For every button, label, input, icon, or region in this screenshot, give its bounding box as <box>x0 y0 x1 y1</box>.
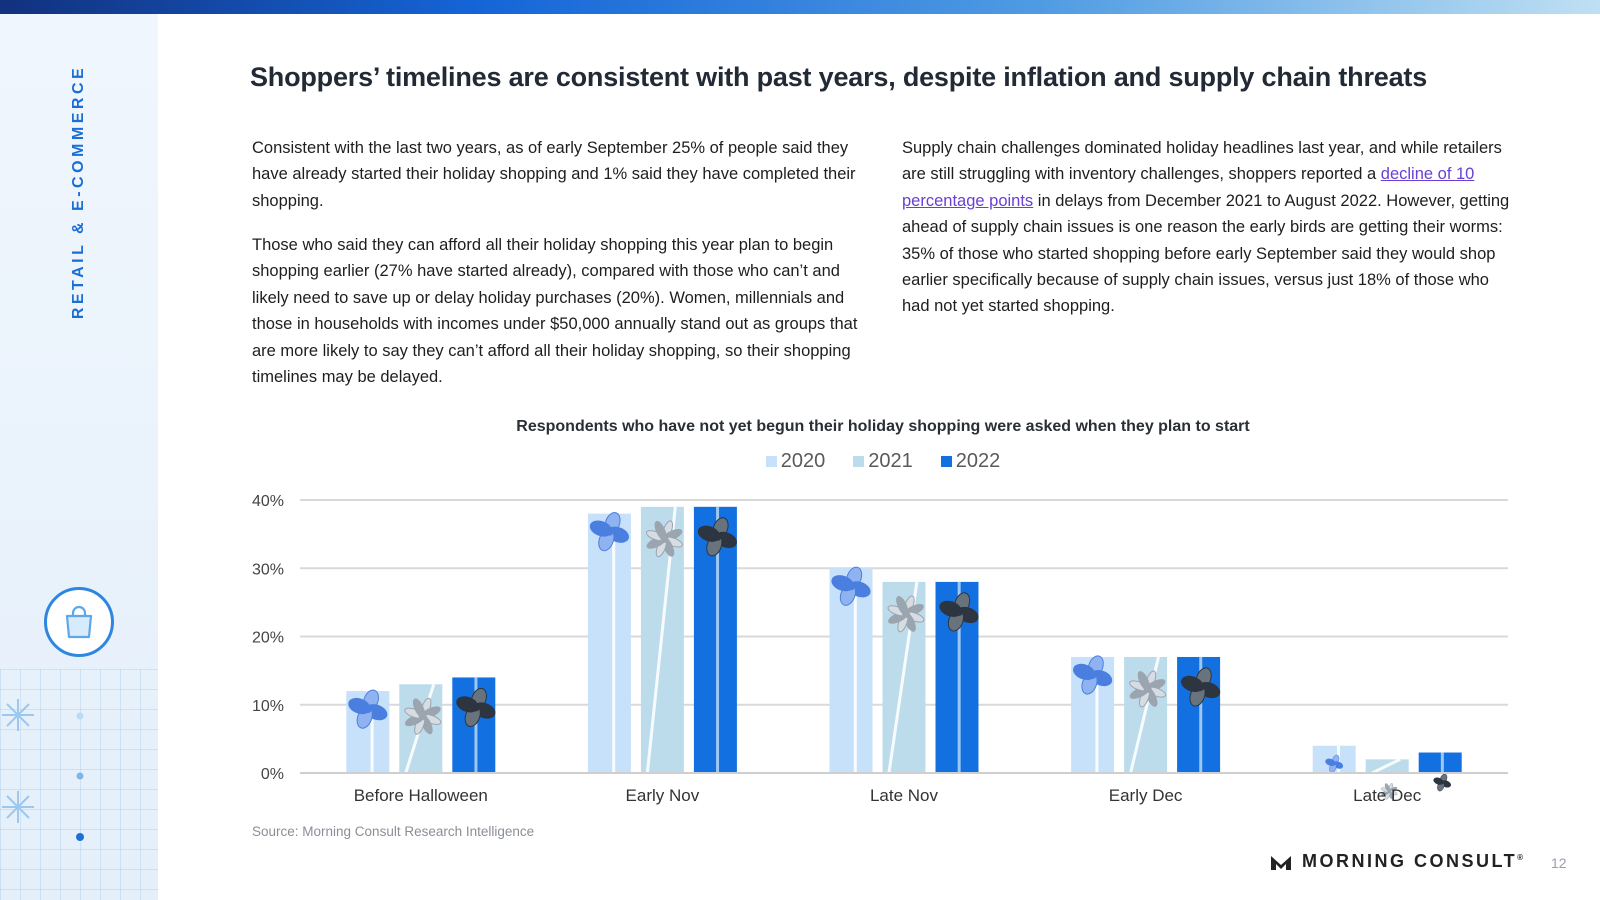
source-note: Source: Morning Consult Research Intelli… <box>252 824 535 839</box>
y-tick-label: 40% <box>252 493 284 510</box>
legend-label-2022: 2022 <box>955 450 1001 472</box>
chart-title: Respondents who have not yet begun their… <box>516 418 1250 435</box>
shopping-bag-badge <box>44 587 114 657</box>
gift-bow-icon <box>1181 667 1221 707</box>
gift-bow-icon <box>831 566 871 606</box>
morning-consult-logo-icon <box>1271 855 1291 870</box>
sparkle-decorations <box>2 699 84 841</box>
supply-chain-text-after: in delays from December 2021 to August 2… <box>902 191 1510 316</box>
bow-knot <box>1440 780 1444 785</box>
bow-knot <box>363 705 372 714</box>
bow-knot <box>902 609 910 618</box>
legend-item-2022: 2022 <box>940 450 1001 473</box>
gift-bow-icon <box>404 697 442 735</box>
supply-chain-text-before: Supply chain challenges dominated holida… <box>902 139 1502 184</box>
gift-bow-icon <box>887 595 925 633</box>
bar-2020 <box>587 513 631 773</box>
page-number: 12 <box>1551 855 1567 871</box>
brand-name: MORNING CONSULT® <box>1302 851 1523 872</box>
bow-knot <box>660 534 669 543</box>
bar-ribbon <box>1371 758 1401 775</box>
bow-knot <box>471 703 480 712</box>
y-tick-label: 10% <box>252 698 284 715</box>
y-tick-label: 30% <box>252 561 284 578</box>
legend-item-2021: 2021 <box>853 450 913 473</box>
gift-bow-icon <box>645 520 683 558</box>
bow-knot <box>955 607 963 616</box>
brand-registered-mark: ® <box>1517 853 1524 862</box>
shopping-bag-icon <box>65 605 93 639</box>
y-tick-label: 0% <box>261 766 284 783</box>
bow-knot <box>1088 670 1097 679</box>
paragraph-affordability: Those who said they can afford all their… <box>252 236 858 387</box>
gift-bow-icon <box>456 687 496 728</box>
bow-knot <box>847 582 855 591</box>
legend-swatch-2020 <box>765 456 777 467</box>
x-tick-label: Late Nov <box>870 786 939 805</box>
x-tick-label: Early Nov <box>626 786 700 805</box>
y-tick-label: 20% <box>252 630 284 647</box>
gift-bow-icon <box>1073 655 1113 695</box>
decline-link[interactable]: decline of 10 percentage points <box>902 165 1475 210</box>
brand-name-text: MORNING CONSULT <box>1302 851 1518 871</box>
legend-item-2020: 2020 <box>765 450 826 473</box>
brand-logo: MORNING CONSULT® <box>1270 851 1523 872</box>
gift-bow-icon <box>1380 783 1398 800</box>
bow-knot <box>1387 789 1391 794</box>
legend-swatch-2021 <box>853 456 865 467</box>
gift-bow-icon <box>589 512 629 552</box>
legend-swatch-2022 <box>940 456 952 467</box>
x-tick-label: Late Dec <box>1353 786 1422 805</box>
x-tick-label: Before Halloween <box>354 786 488 805</box>
gift-bow-icon <box>1325 754 1344 773</box>
gift-bow-icon <box>348 689 388 729</box>
gift-bow-icon <box>1129 670 1167 708</box>
bar-2022 <box>1418 752 1462 773</box>
gift-bow-icon <box>697 517 737 557</box>
bow-knot <box>1143 684 1152 693</box>
paragraph-timeline: Consistent with the last two years, as o… <box>252 139 856 210</box>
legend-label-2021: 2021 <box>868 450 913 472</box>
chart-legend: 2020 2021 2022 <box>250 450 1516 473</box>
gift-bow-icon <box>1433 773 1452 792</box>
bow-knot <box>1332 761 1337 766</box>
legend-label-2020: 2020 <box>780 450 826 472</box>
top-gradient-bar <box>0 0 1600 14</box>
bow-knot <box>1196 682 1205 691</box>
bow-knot <box>418 712 427 721</box>
bow-knot <box>713 532 722 541</box>
paragraph-supply-chain: Supply chain challenges dominated holida… <box>902 135 1512 320</box>
x-tick-label: Early Dec <box>1109 786 1183 805</box>
sidebar: RETAIL & E-COMMERCE <box>0 14 158 900</box>
gift-bow-icon <box>939 592 979 632</box>
page-title: Shoppers’ timelines are consistent with … <box>250 62 1428 92</box>
bow-knot <box>605 527 614 536</box>
